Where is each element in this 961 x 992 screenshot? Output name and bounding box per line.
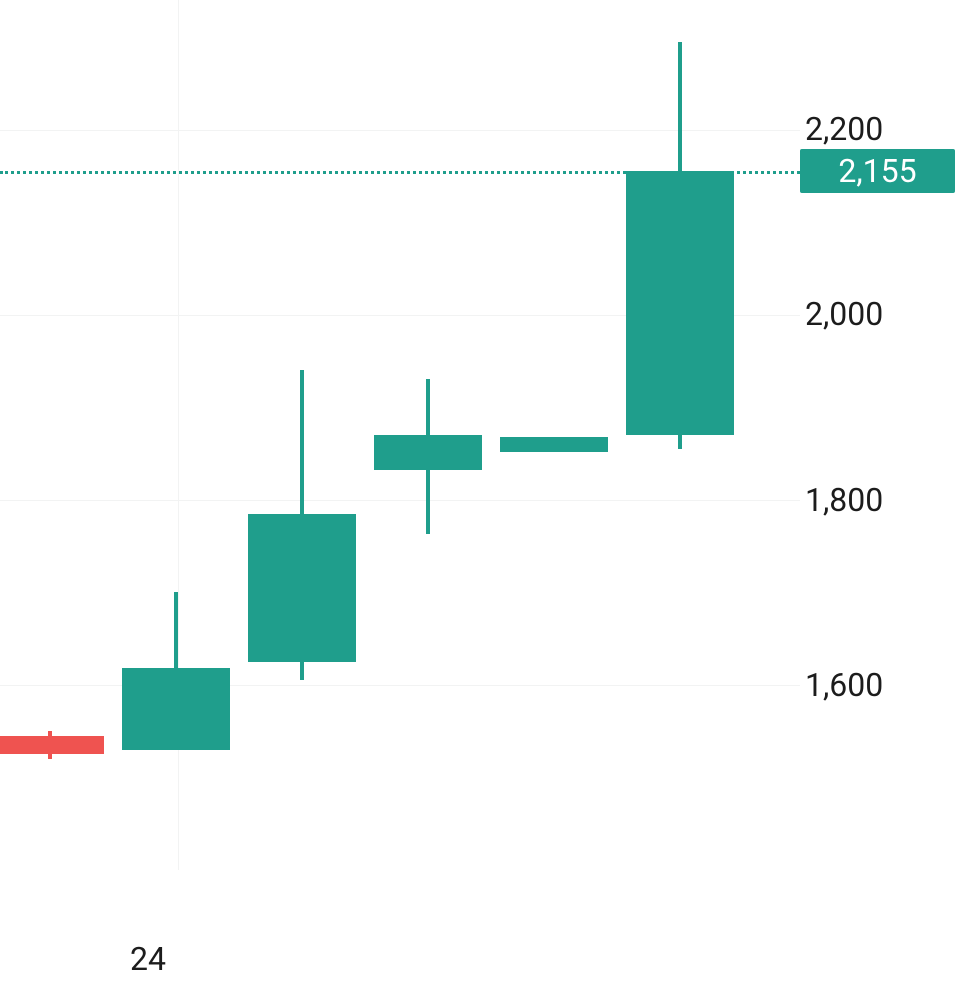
candle-body [500,437,608,452]
current-price-line [0,171,800,174]
current-price-tag: 2,155 [800,149,955,193]
y-grid-line [0,685,800,686]
x-axis-label: 24 [130,940,166,978]
y-axis-label: 2,000 [805,295,883,333]
candle-body [0,736,104,755]
current-price-value: 2,155 [838,152,916,190]
candle-body [248,514,356,662]
y-axis-label: 1,600 [805,666,883,704]
candle-body [374,435,482,470]
candle-body [626,171,734,435]
y-grid-line [0,500,800,501]
y-axis-label: 2,200 [805,110,883,148]
candle-body [122,668,230,749]
y-axis-label: 1,800 [805,481,883,519]
